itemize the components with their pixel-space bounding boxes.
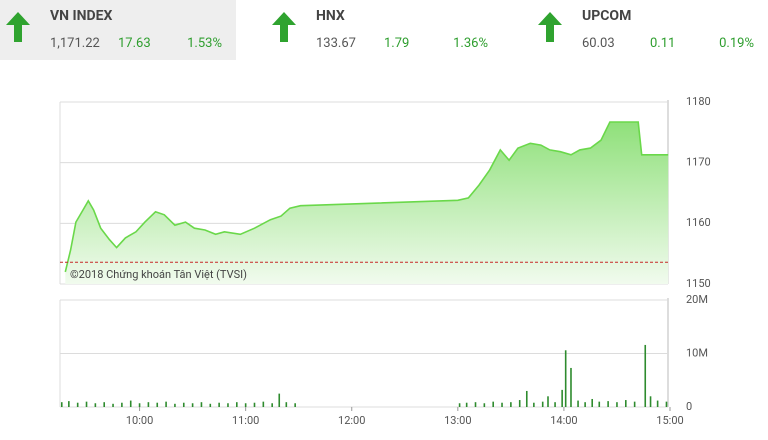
volume-bar — [94, 403, 97, 407]
volume-bar — [644, 344, 647, 407]
volume-bar — [200, 402, 203, 407]
index-card[interactable]: UPCOM 60.03 0.11 0.19% — [532, 0, 768, 60]
volume-bar — [598, 401, 601, 407]
y-tick-label: 20M — [686, 293, 708, 306]
volume-bar — [518, 400, 521, 407]
volume-bar — [244, 403, 247, 407]
volume-bar — [547, 396, 549, 407]
volume-bar — [174, 403, 176, 407]
index-card[interactable]: VN INDEX 1,171.22 17.63 1.53% — [0, 0, 236, 60]
volume-bar — [607, 401, 609, 407]
volume-bar — [60, 402, 63, 407]
volume-bar — [209, 403, 212, 407]
volume-bar — [554, 402, 556, 407]
volume-bar — [191, 403, 194, 407]
volume-bar — [561, 389, 563, 407]
y-tick-label: 1160 — [686, 216, 711, 229]
volume-bar — [510, 402, 512, 407]
volume-bar — [458, 403, 461, 407]
index-name: VN INDEX — [50, 8, 113, 24]
volume-bar — [564, 350, 567, 407]
watermark: ©2018 Chứng khoán Tân Việt (TVSI) — [70, 268, 247, 281]
volume-bar — [129, 400, 132, 407]
index-value: 1,171.22 — [50, 36, 100, 51]
index-change-pct: 1.36% — [453, 36, 488, 51]
up-arrow — [272, 12, 296, 42]
up-arrow — [6, 12, 30, 42]
price-line — [64, 121, 669, 273]
volume-bar — [236, 402, 238, 407]
volume-bar — [278, 393, 281, 407]
y-tick-label: 1180 — [686, 95, 711, 108]
y-tick-label: 10M — [686, 346, 708, 359]
volume-bar — [112, 403, 114, 407]
x-tick-label: 13:00 — [444, 414, 471, 427]
volume-bar — [138, 403, 141, 407]
volume-bar — [649, 396, 652, 407]
y-tick-label: 1150 — [686, 277, 711, 290]
volume-bar — [121, 402, 123, 407]
volume-bar — [271, 403, 273, 407]
x-tick-label: 10:00 — [126, 414, 153, 427]
volume-bar — [294, 403, 296, 407]
volume-bar — [584, 402, 586, 407]
volume-bar — [525, 390, 528, 407]
index-value: 60.03 — [582, 36, 615, 51]
volume-bar — [182, 402, 185, 407]
index-name: UPCOM — [582, 8, 632, 24]
x-tick-label: 11:00 — [232, 414, 259, 427]
index-change-pct: 1.53% — [187, 36, 222, 51]
index-value: 133.67 — [316, 36, 356, 51]
volume-bar — [465, 402, 468, 407]
volume-bar — [147, 402, 150, 407]
x-tick-label: 12:00 — [338, 414, 365, 427]
volume-bar — [541, 401, 544, 407]
volume-bar — [85, 401, 88, 407]
volume-bar — [262, 401, 265, 407]
x-tick-label: 14:00 — [550, 414, 577, 427]
volume-bar — [165, 401, 167, 407]
volume-bar — [570, 367, 572, 407]
volume-bar — [156, 402, 159, 407]
volume-bar — [591, 398, 594, 407]
volume-bar — [474, 402, 477, 407]
volume-bar — [577, 400, 579, 407]
x-tick-label: 15:00 — [656, 414, 683, 427]
volume-bar — [492, 401, 494, 407]
index-change: 0.11 — [650, 36, 676, 51]
volume-bar — [616, 402, 618, 407]
index-change: 1.79 — [384, 36, 410, 51]
y-tick-label: 0 — [686, 400, 692, 413]
volume-bar — [76, 402, 79, 407]
volume-bar — [227, 403, 229, 407]
volume-bar — [253, 402, 256, 407]
y-tick-label: 1170 — [686, 156, 711, 169]
volume-bar — [656, 400, 659, 407]
volume-bar — [483, 403, 486, 407]
volume-bar — [633, 401, 636, 407]
index-name: HNX — [316, 8, 345, 24]
volume-bar — [501, 402, 503, 407]
index-change: 17.63 — [118, 36, 151, 51]
price-area — [65, 122, 669, 284]
index-change-pct: 0.19% — [719, 36, 754, 51]
volume-bar — [218, 402, 220, 407]
volume-bar — [624, 400, 627, 407]
up-arrow — [538, 12, 562, 42]
volume-bar — [665, 401, 668, 407]
volume-bar — [533, 402, 535, 407]
volume-bar — [68, 401, 70, 407]
volume-bar — [103, 402, 106, 407]
index-card[interactable]: HNX 133.67 1.79 1.36% — [266, 0, 502, 60]
volume-bar — [285, 402, 288, 407]
